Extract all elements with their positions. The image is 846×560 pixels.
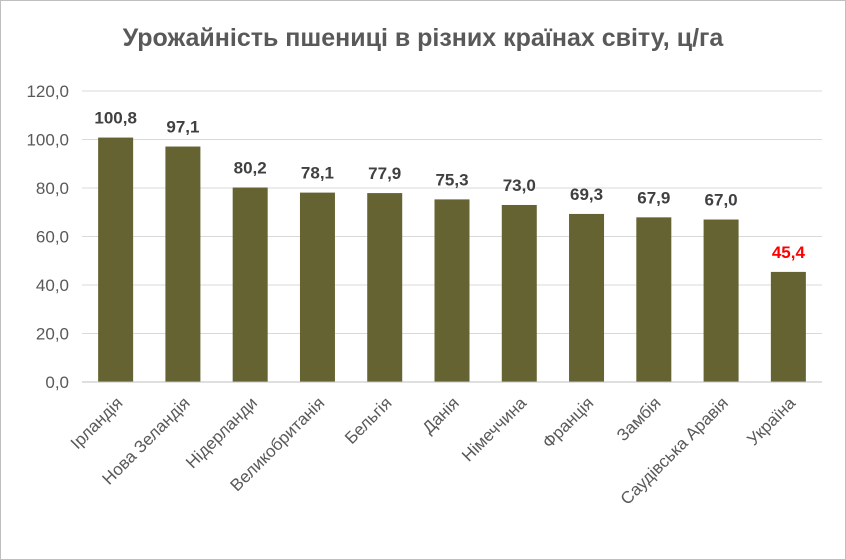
y-tick-label: 120,0	[26, 82, 69, 101]
data-label: 77,9	[368, 164, 401, 183]
x-tick-label: Ірландія	[67, 393, 127, 453]
x-tick-label: Данія	[419, 393, 463, 437]
y-tick-label: 40,0	[36, 276, 69, 295]
data-label: 100,8	[94, 109, 137, 128]
y-tick-label: 20,0	[36, 325, 69, 344]
bar	[299, 192, 335, 382]
bar	[501, 204, 537, 382]
bar	[367, 193, 403, 382]
bar	[703, 219, 739, 382]
data-label: 80,2	[234, 159, 267, 178]
data-label: 67,0	[705, 191, 738, 210]
y-tick-label: 0,0	[45, 373, 69, 392]
x-tick-label: Замбія	[613, 393, 665, 445]
data-label: 78,1	[301, 164, 334, 183]
y-tick-label: 60,0	[36, 228, 69, 247]
x-tick-label: Франція	[539, 393, 598, 452]
data-label: 69,3	[570, 185, 603, 204]
bar	[569, 213, 605, 382]
data-label: 97,1	[166, 118, 199, 137]
data-label: 73,0	[503, 176, 536, 195]
y-tick-label: 80,0	[36, 179, 69, 198]
data-label: 45,4	[772, 243, 806, 262]
bar	[232, 187, 268, 382]
data-label: 75,3	[435, 170, 468, 189]
bar	[636, 217, 672, 382]
x-tick-label: Україна	[743, 393, 799, 449]
x-tick-label: Німеччина	[458, 393, 530, 465]
bar	[98, 137, 134, 382]
bar	[770, 271, 806, 382]
y-tick-label: 100,0	[26, 131, 69, 150]
bar	[165, 146, 201, 382]
data-label: 67,9	[637, 188, 670, 207]
x-tick-label: Бельгія	[341, 393, 395, 447]
bar	[434, 199, 470, 382]
chart-title: Урожайність пшениці в різних країнах сві…	[122, 24, 724, 52]
